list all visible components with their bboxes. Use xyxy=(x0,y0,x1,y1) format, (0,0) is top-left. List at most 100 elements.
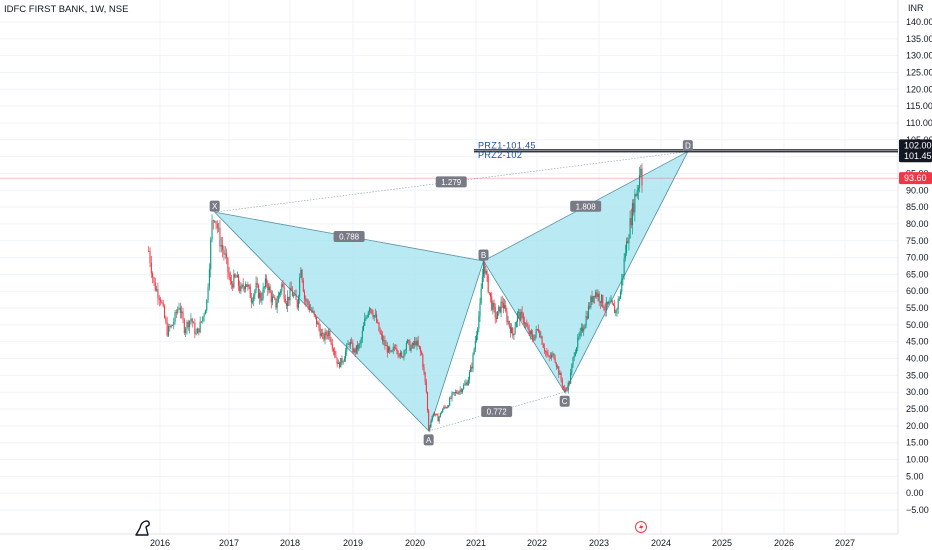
candle-body xyxy=(568,382,570,384)
candle-body xyxy=(254,290,256,295)
candle-body xyxy=(378,322,380,331)
candle-body xyxy=(574,352,576,356)
candle-body xyxy=(519,312,521,321)
candle-body xyxy=(316,316,318,325)
price-axis[interactable]: 140.00 135.00 130.00 125.00 120.00 115.00 110.… xyxy=(899,17,932,515)
point-badge-a[interactable] xyxy=(423,434,434,446)
candle-body xyxy=(474,340,476,349)
point-label-b: B xyxy=(481,251,486,260)
candle-body xyxy=(505,305,507,312)
candle-body xyxy=(454,391,457,393)
prz-label-2: PRZ2-102 xyxy=(478,150,522,160)
candle-body xyxy=(481,276,483,289)
ratio-connector-bd xyxy=(483,151,688,262)
candle-body xyxy=(433,413,436,415)
y-tick-label: 5.00 xyxy=(906,471,924,481)
candle-body xyxy=(598,293,600,302)
candle-body xyxy=(424,372,426,382)
candle-body xyxy=(194,322,196,335)
candle-body xyxy=(493,302,495,307)
x-tick-label: 2023 xyxy=(589,538,609,548)
candle-body xyxy=(537,329,540,332)
candle-body xyxy=(342,361,344,363)
lightning-icon[interactable] xyxy=(635,521,647,533)
candle-body xyxy=(430,421,432,427)
candle-body xyxy=(512,327,514,336)
candle-body xyxy=(581,327,584,332)
x-tick-label: 2022 xyxy=(527,538,547,548)
candle-body xyxy=(199,321,201,333)
candle-body xyxy=(526,323,528,327)
candle-body xyxy=(470,366,472,373)
point-badge-c[interactable] xyxy=(559,395,570,407)
time-axis[interactable]: 2016 2017 2018 2019 2020 2021 2022 2023 2024 2025… xyxy=(150,538,855,548)
y-tick-label: 50.00 xyxy=(906,320,929,330)
candle-body xyxy=(629,218,631,239)
candle-body xyxy=(387,347,390,353)
candle-body xyxy=(396,348,398,351)
candle-body xyxy=(405,343,407,351)
candle-body xyxy=(549,356,551,358)
candle-body xyxy=(440,412,443,414)
candle-body xyxy=(167,326,170,336)
point-badge-x[interactable] xyxy=(209,200,220,212)
candle-body xyxy=(606,301,609,305)
y-tick-label: 140.00 xyxy=(906,17,932,27)
candle-body xyxy=(621,279,623,292)
candlestick-series xyxy=(148,163,643,433)
ratio-badge[interactable] xyxy=(570,200,602,212)
candle-body xyxy=(212,220,214,222)
price-axis-label-box xyxy=(899,172,932,185)
candle-body xyxy=(423,367,425,373)
ratio-badge[interactable] xyxy=(435,176,467,188)
candle-body xyxy=(561,380,563,387)
candle-body xyxy=(158,298,160,300)
candle-body xyxy=(463,385,465,390)
candle-body xyxy=(219,227,221,247)
candle-body xyxy=(564,388,566,391)
candle-body xyxy=(148,250,150,252)
candle-body xyxy=(371,309,373,314)
x-tick-label: 2021 xyxy=(466,538,486,548)
candle-body xyxy=(414,341,416,346)
candle-body xyxy=(202,316,204,322)
candle-body xyxy=(562,386,565,389)
harmonic-pattern[interactable] xyxy=(213,150,689,432)
candle-body xyxy=(289,287,291,301)
candle-body xyxy=(294,294,296,296)
candle-body xyxy=(317,322,319,325)
tradingview-logo-icon[interactable] xyxy=(135,520,150,536)
candle-body xyxy=(412,343,415,346)
candle-body xyxy=(499,306,501,313)
candle-body xyxy=(511,327,513,334)
point-badge-b[interactable] xyxy=(478,249,489,261)
ratio-badge[interactable] xyxy=(333,231,365,243)
candle-body xyxy=(435,413,437,415)
candle-body xyxy=(552,353,554,355)
candle-body xyxy=(285,302,288,307)
point-badge-d[interactable] xyxy=(682,140,693,152)
candle-body xyxy=(620,291,622,299)
ratio-badge[interactable] xyxy=(481,406,513,418)
candle-body xyxy=(488,292,490,294)
candle-body xyxy=(218,227,220,229)
point-label-x: X xyxy=(212,202,218,211)
candle-body xyxy=(186,321,188,330)
candle-body xyxy=(641,168,643,186)
candle-body xyxy=(542,344,544,348)
candle-body xyxy=(330,339,332,344)
y-tick-label: 20.00 xyxy=(906,421,929,431)
candle-body xyxy=(452,392,454,394)
candle-body xyxy=(204,310,206,315)
candle-body xyxy=(165,317,167,323)
price-axis-label: 101.45 xyxy=(904,151,932,161)
candle-body xyxy=(367,311,369,317)
candle-body xyxy=(174,312,176,322)
candle-body xyxy=(522,313,524,322)
candle-body xyxy=(253,294,255,302)
candle-body xyxy=(263,286,265,288)
candle-body xyxy=(545,351,547,352)
candle-body xyxy=(597,293,599,297)
candle-body xyxy=(297,296,300,308)
